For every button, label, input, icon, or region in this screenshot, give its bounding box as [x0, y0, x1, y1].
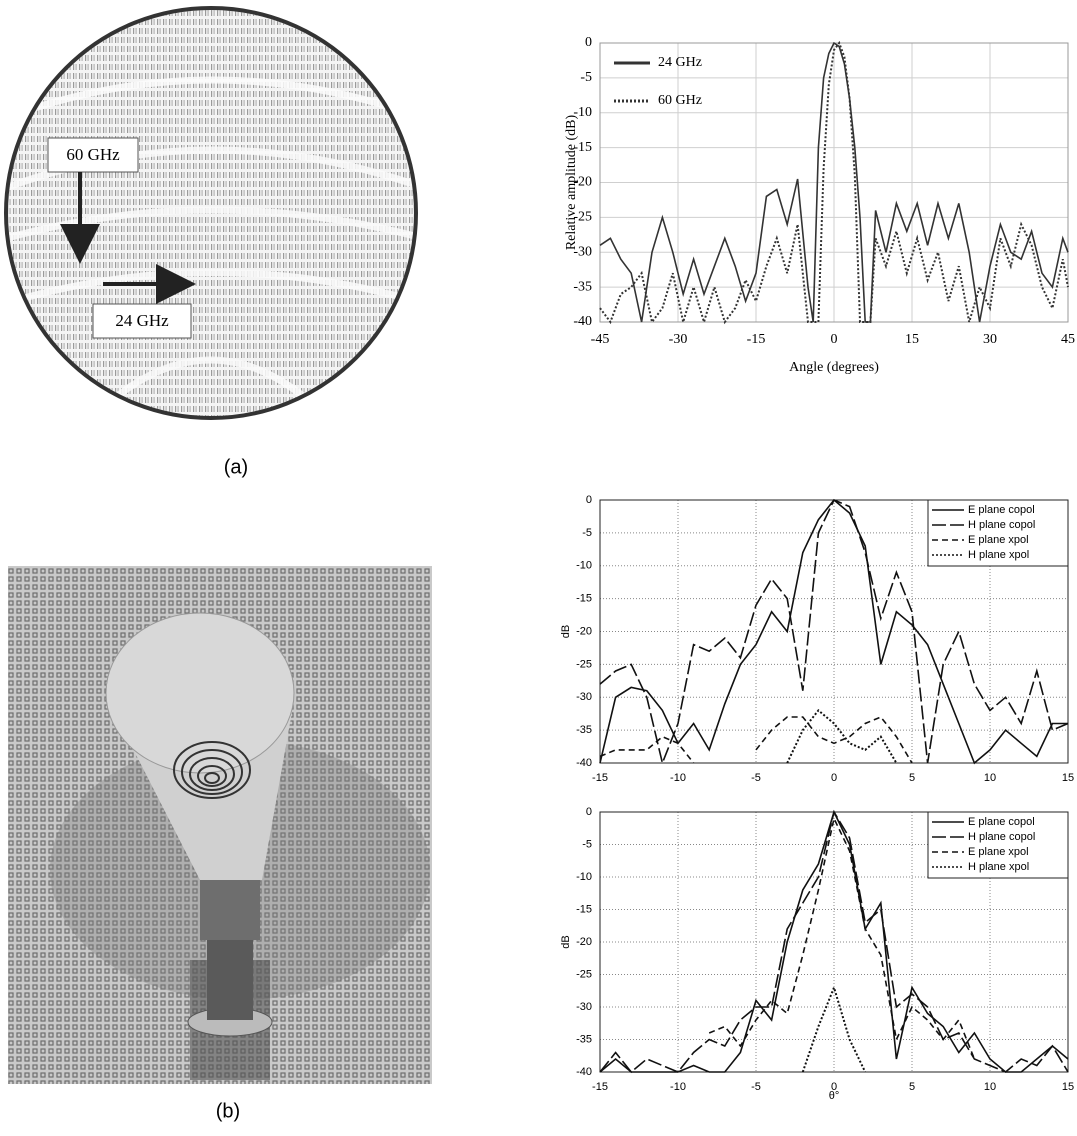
horn-photo — [8, 566, 432, 1084]
chart: 0-5-10-15-20-25-30-35-40-15 -10 -5 0 5 10 15dB… — [560, 494, 1074, 784]
y-axis-label: Relative amplitude (dB) — [564, 115, 579, 251]
series-line — [599, 40, 1069, 326]
legend-label: E plane copol — [968, 504, 1035, 516]
y-tick-label: -5 — [582, 527, 592, 539]
legend-label: E plane xpol — [968, 534, 1029, 546]
y-tick-label: -10 — [576, 871, 592, 883]
series-line — [599, 809, 1069, 1074]
y-tick-label: -30 — [576, 691, 592, 703]
y-tick-label: -5 — [580, 70, 592, 85]
y-tick-label: -30 — [576, 1001, 592, 1013]
x-tick-label: 0 — [831, 1081, 837, 1093]
y-axis-label: dB — [560, 935, 572, 948]
y-tick-label: -40 — [576, 1066, 592, 1078]
legend-label: H plane xpol — [968, 549, 1029, 561]
x-tick-label: 30 — [983, 332, 997, 347]
y-tick-label: -35 — [573, 279, 592, 294]
image-label: 24 GHz — [115, 311, 169, 330]
x-tick-label: 0 — [831, 772, 837, 784]
y-tick-label: -25 — [576, 968, 592, 980]
legend-box — [927, 811, 1069, 879]
x-tick-label: 15 — [1062, 772, 1074, 784]
x-tick-label: -45 — [591, 332, 610, 347]
legend-label: 60 GHz — [658, 93, 702, 108]
chart: 0-5-10-15-20-25-30-35-40-15 -10 -5 0 5 10 15dB… — [560, 806, 1074, 1102]
y-tick-label: -40 — [573, 314, 592, 329]
x-tick-label: 45 — [1061, 332, 1075, 347]
y-tick-label: -20 — [576, 936, 592, 948]
series-line — [786, 708, 898, 764]
x-tick-label: 0 — [831, 332, 838, 347]
x-tick-label: 5 — [909, 772, 915, 784]
x-tick-label: -15 — [747, 332, 766, 347]
x-tick-label: 15 — [905, 332, 919, 347]
x-tick-label: -5 — [751, 1081, 761, 1093]
x-tick-label: 10 — [984, 772, 996, 784]
series-line — [599, 41, 1069, 323]
x-tick-label: 10 — [984, 1081, 996, 1093]
series-line — [708, 816, 976, 1060]
legend-label: H plane xpol — [968, 861, 1029, 873]
caption: (b) — [216, 1100, 240, 1122]
y-tick-label: -15 — [573, 140, 592, 155]
legend-label: H plane copol — [968, 519, 1035, 531]
legend-label: E plane xpol — [968, 846, 1029, 858]
y-tick-label: -35 — [576, 724, 592, 736]
x-tick-label: 15 — [1062, 1081, 1074, 1093]
x-axis-label: θ° — [829, 1090, 840, 1102]
x-tick-label: 5 — [909, 1081, 915, 1093]
legend-label: 24 GHz — [658, 55, 702, 70]
legend-label: H plane copol — [968, 831, 1035, 843]
x-tick-label: -15 — [592, 1081, 608, 1093]
y-tick-label: -20 — [576, 625, 592, 637]
image-label: 60 GHz — [66, 145, 120, 164]
legend-label: E plane copol — [968, 816, 1035, 828]
x-axis-label: Angle (degrees) — [789, 360, 879, 375]
x-tick-label: -30 — [669, 332, 688, 347]
y-tick-label: -5 — [582, 838, 592, 850]
series-line — [599, 498, 1069, 766]
y-tick-label: 0 — [585, 35, 592, 50]
y-tick-label: -20 — [573, 175, 592, 190]
y-tick-label: 0 — [586, 494, 592, 506]
y-tick-label: -25 — [573, 210, 592, 225]
y-tick-label: -30 — [573, 244, 592, 259]
legend-box — [927, 499, 1069, 567]
x-tick-label: -5 — [751, 772, 761, 784]
y-tick-label: -15 — [576, 593, 592, 605]
chart: 0 -5 -10 -15 -20 -25 -30 -35 -40 -45 -30 -15 0 15 30 45… — [564, 35, 1075, 375]
y-axis-label: dB — [560, 625, 572, 638]
x-tick-label: -15 — [592, 772, 608, 784]
y-tick-label: -15 — [576, 903, 592, 915]
caption: (a) — [224, 456, 248, 478]
x-tick-label: -10 — [670, 772, 686, 784]
y-tick-label: 0 — [586, 806, 592, 818]
reflectarray-image — [4, 6, 418, 420]
y-tick-label: -25 — [576, 658, 592, 670]
x-tick-label: -10 — [670, 1081, 686, 1093]
series-line — [801, 984, 867, 1073]
y-tick-label: -10 — [573, 105, 592, 120]
y-tick-label: -10 — [576, 560, 592, 572]
y-tick-label: -35 — [576, 1033, 592, 1045]
series-line — [599, 716, 913, 764]
y-tick-label: -40 — [576, 757, 592, 769]
